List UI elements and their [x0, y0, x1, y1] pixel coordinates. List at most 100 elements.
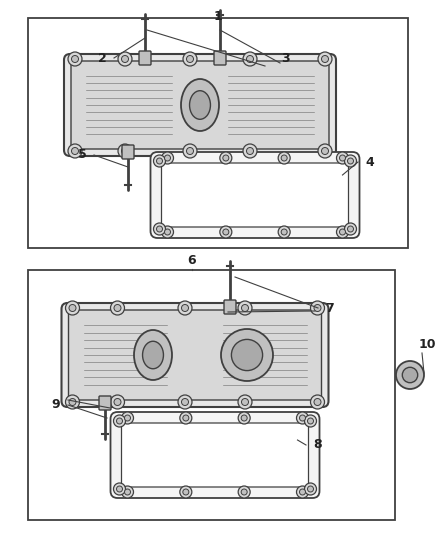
Circle shape — [247, 55, 254, 62]
Circle shape — [71, 55, 78, 62]
Text: 4: 4 — [366, 156, 374, 168]
Circle shape — [297, 486, 308, 498]
FancyBboxPatch shape — [71, 61, 329, 149]
FancyBboxPatch shape — [214, 51, 226, 65]
Circle shape — [304, 415, 317, 427]
Circle shape — [311, 301, 325, 315]
Circle shape — [321, 148, 328, 155]
Circle shape — [300, 489, 305, 495]
Circle shape — [124, 415, 131, 421]
Circle shape — [345, 223, 357, 235]
Circle shape — [321, 55, 328, 62]
Circle shape — [281, 229, 287, 235]
Circle shape — [238, 395, 252, 409]
Circle shape — [402, 367, 418, 383]
Circle shape — [66, 395, 80, 409]
Circle shape — [281, 155, 287, 161]
Circle shape — [114, 399, 121, 406]
Text: 10: 10 — [418, 338, 436, 351]
Circle shape — [178, 301, 192, 315]
Circle shape — [183, 489, 189, 495]
Circle shape — [314, 399, 321, 406]
Circle shape — [396, 361, 424, 389]
Circle shape — [117, 486, 123, 492]
Circle shape — [241, 415, 247, 421]
Circle shape — [180, 486, 192, 498]
Circle shape — [314, 304, 321, 311]
Circle shape — [304, 483, 317, 495]
Circle shape — [110, 395, 124, 409]
FancyBboxPatch shape — [99, 396, 111, 410]
FancyBboxPatch shape — [64, 54, 336, 156]
Circle shape — [307, 418, 314, 424]
Circle shape — [278, 152, 290, 164]
Circle shape — [223, 229, 229, 235]
Circle shape — [156, 158, 162, 164]
Circle shape — [68, 144, 82, 158]
Text: 9: 9 — [52, 399, 60, 411]
Circle shape — [311, 395, 325, 409]
Circle shape — [336, 226, 349, 238]
Circle shape — [238, 486, 250, 498]
Circle shape — [243, 144, 257, 158]
Text: 3: 3 — [281, 52, 290, 64]
Circle shape — [118, 144, 132, 158]
Circle shape — [113, 483, 126, 495]
Circle shape — [347, 226, 353, 232]
FancyBboxPatch shape — [122, 145, 134, 159]
Circle shape — [124, 489, 131, 495]
Circle shape — [187, 55, 194, 62]
Circle shape — [180, 412, 192, 424]
Ellipse shape — [190, 91, 210, 119]
Circle shape — [231, 340, 263, 370]
Circle shape — [178, 395, 192, 409]
FancyBboxPatch shape — [61, 303, 328, 407]
Circle shape — [336, 152, 349, 164]
FancyBboxPatch shape — [151, 152, 360, 238]
Text: 7: 7 — [325, 302, 334, 314]
Ellipse shape — [142, 341, 163, 369]
Circle shape — [241, 304, 248, 311]
Ellipse shape — [134, 330, 172, 380]
Circle shape — [162, 152, 173, 164]
Circle shape — [300, 415, 305, 421]
Circle shape — [71, 148, 78, 155]
Circle shape — [339, 229, 346, 235]
Circle shape — [241, 399, 248, 406]
Circle shape — [220, 152, 232, 164]
Circle shape — [121, 148, 128, 155]
Circle shape — [153, 223, 166, 235]
Text: 5: 5 — [78, 149, 86, 161]
Circle shape — [345, 155, 357, 167]
Circle shape — [307, 486, 314, 492]
Circle shape — [69, 399, 76, 406]
Circle shape — [156, 226, 162, 232]
Circle shape — [183, 52, 197, 66]
Circle shape — [238, 412, 250, 424]
Circle shape — [181, 399, 188, 406]
Circle shape — [165, 229, 170, 235]
Text: 6: 6 — [188, 254, 196, 268]
FancyBboxPatch shape — [224, 300, 236, 314]
Circle shape — [69, 304, 76, 311]
Bar — [28, 270, 395, 520]
Circle shape — [121, 412, 134, 424]
Circle shape — [114, 304, 121, 311]
Circle shape — [347, 158, 353, 164]
Circle shape — [220, 226, 232, 238]
Circle shape — [118, 52, 132, 66]
Circle shape — [121, 55, 128, 62]
Circle shape — [339, 155, 346, 161]
Circle shape — [183, 144, 197, 158]
Text: 8: 8 — [314, 439, 322, 451]
FancyBboxPatch shape — [162, 163, 349, 227]
Circle shape — [318, 52, 332, 66]
Circle shape — [66, 301, 80, 315]
Circle shape — [121, 486, 134, 498]
Circle shape — [187, 148, 194, 155]
Circle shape — [247, 148, 254, 155]
Circle shape — [183, 415, 189, 421]
Circle shape — [318, 144, 332, 158]
Circle shape — [165, 155, 170, 161]
Circle shape — [241, 489, 247, 495]
